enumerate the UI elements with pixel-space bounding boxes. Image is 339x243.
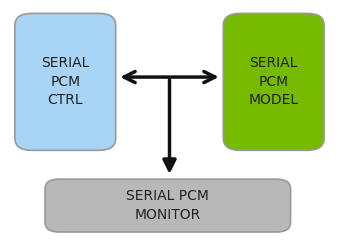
FancyBboxPatch shape [15, 13, 116, 150]
FancyBboxPatch shape [45, 179, 291, 232]
Text: SERIAL
PCM
MODEL: SERIAL PCM MODEL [249, 56, 299, 107]
Text: SERIAL
PCM
CTRL: SERIAL PCM CTRL [41, 56, 89, 107]
Text: SERIAL PCM
MONITOR: SERIAL PCM MONITOR [126, 189, 209, 222]
FancyBboxPatch shape [223, 13, 324, 150]
